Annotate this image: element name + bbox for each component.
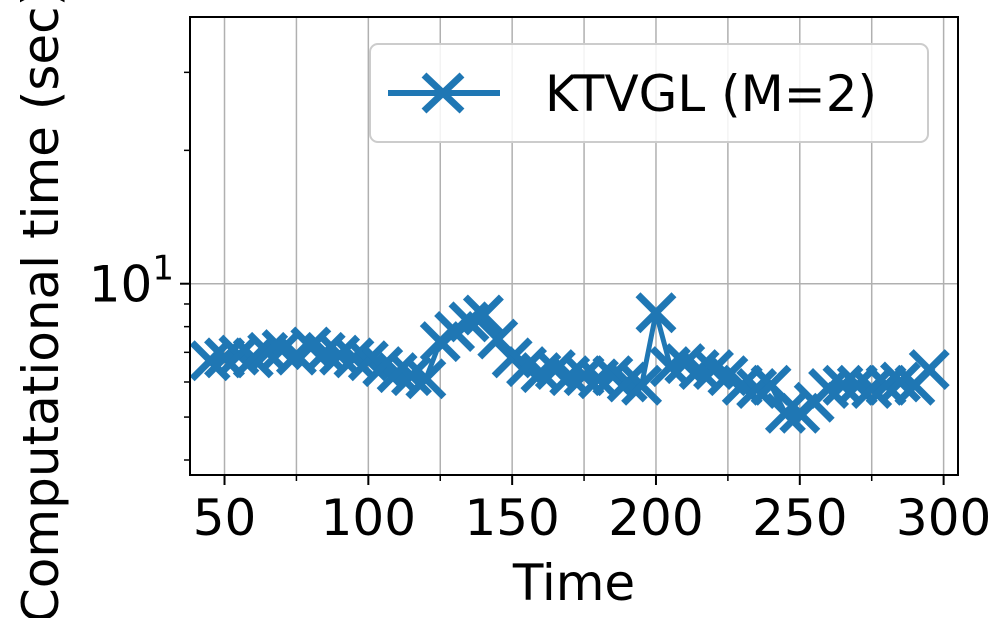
data-point [879, 361, 921, 403]
data-point-stroke [290, 326, 332, 368]
data-point-stroke [261, 329, 303, 371]
data-point [391, 355, 432, 397]
x-tick-label: 50 [193, 489, 257, 547]
data-point-stroke [750, 364, 792, 406]
x-tick-label: 250 [752, 489, 847, 547]
data-point-stroke [851, 368, 893, 409]
data-point [635, 292, 677, 334]
data-point-stroke [635, 292, 677, 334]
data-point-stroke [879, 361, 921, 403]
data-point-stroke [606, 361, 648, 403]
plot-frame [189, 16, 959, 476]
data-point [405, 358, 447, 400]
data-point-stroke [764, 392, 806, 434]
x-tick-label: 100 [321, 489, 416, 547]
data-point [908, 349, 950, 391]
x-tick-label: 300 [896, 489, 991, 547]
series-layer [189, 292, 950, 434]
data-point-stroke [362, 346, 404, 388]
x-axis-label: Time [512, 554, 635, 612]
x-tick-label: 150 [464, 489, 559, 547]
data-point-stroke [347, 340, 389, 382]
data-point-stroke [736, 368, 778, 409]
data-point-stroke [908, 349, 950, 391]
legend-label: KTVGL (M=2) [545, 65, 877, 123]
data-point [333, 337, 375, 379]
data-point [462, 294, 504, 336]
legend-box [369, 43, 929, 143]
data-point-stroke [189, 340, 231, 382]
x-tick-label: 200 [608, 489, 703, 547]
data-point-stroke [621, 364, 663, 406]
data-point-stroke [808, 368, 850, 409]
data-point-stroke [333, 337, 375, 379]
data-point-stroke [218, 334, 260, 376]
data-point [606, 361, 648, 403]
legend: KTVGL (M=2) [369, 43, 929, 143]
legend-marker [421, 72, 465, 114]
ticks: 50 100 150 200 250 300 101 [89, 71, 991, 547]
data-point-stroke [405, 358, 447, 400]
y-axis-label: Computational time (sec) [12, 0, 70, 618]
data-point [621, 364, 663, 406]
data-point-stroke [491, 337, 533, 379]
y-tick-label: 101 [89, 249, 174, 314]
data-point-stroke [391, 355, 432, 397]
data-point-stroke [592, 355, 634, 397]
data-point-stroke [693, 349, 734, 391]
data-point-stroke [462, 294, 504, 336]
data-point [764, 392, 806, 434]
